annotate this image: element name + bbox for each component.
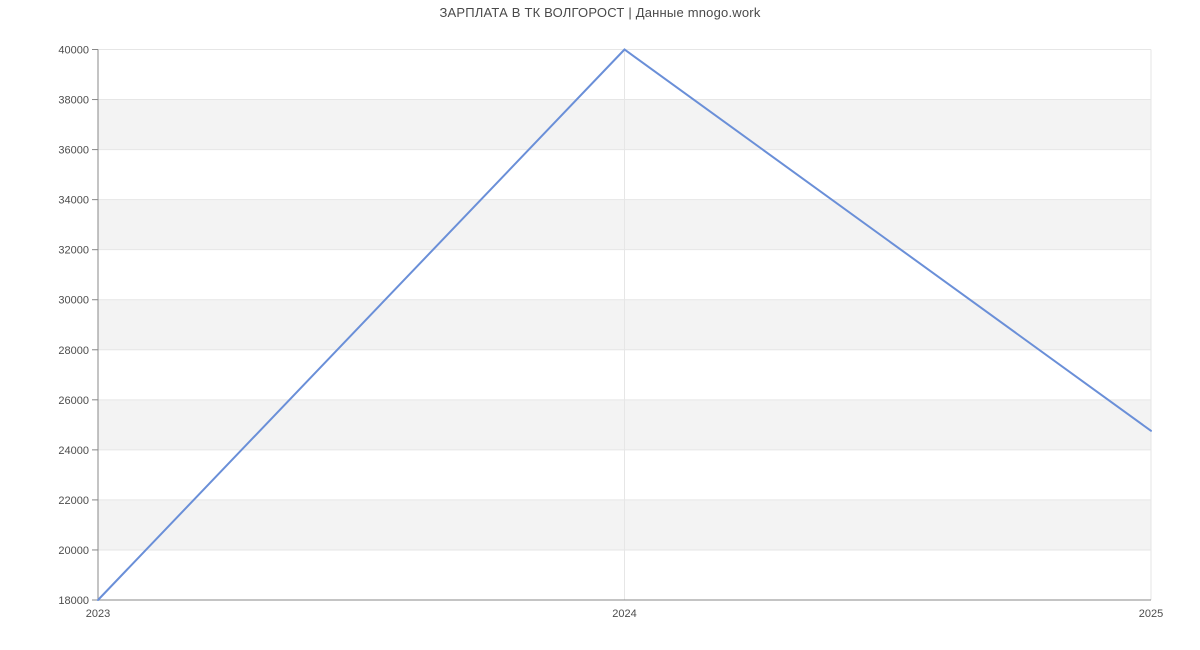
y-axis-label: 36000	[58, 145, 89, 157]
x-axis-label: 2025	[1139, 608, 1163, 620]
y-axis-label: 26000	[58, 395, 89, 407]
y-axis-label: 38000	[58, 95, 89, 107]
x-axis-label: 2023	[86, 608, 110, 620]
y-axis-label: 28000	[58, 345, 89, 357]
y-axis-label: 18000	[58, 595, 89, 607]
chart-title: ЗАРПЛАТА В ТК ВОЛГОРОСТ | Данные mnogo.w…	[439, 5, 761, 20]
y-axis-label: 20000	[58, 545, 89, 557]
y-axis-label: 32000	[58, 245, 89, 257]
y-axis-label: 22000	[58, 495, 89, 507]
series-line	[97, 48, 1152, 601]
y-axis-label: 34000	[58, 195, 89, 207]
y-axis-label: 40000	[58, 45, 89, 57]
y-axis-label: 30000	[58, 295, 89, 307]
y-axis-label: 24000	[58, 445, 89, 457]
x-axis-label: 2024	[612, 608, 636, 620]
